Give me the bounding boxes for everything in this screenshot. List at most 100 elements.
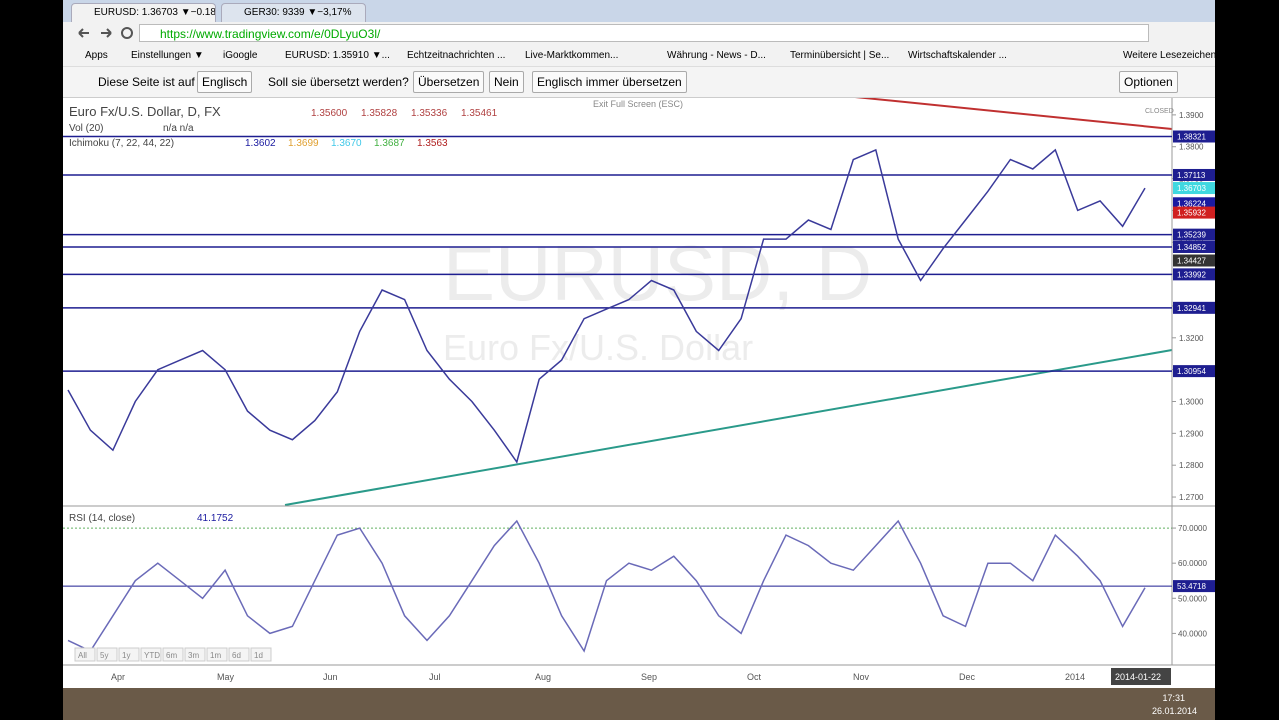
ohlc-value: 1.35336	[411, 108, 448, 119]
bookmark[interactable]: Live-Marktkommen...	[525, 50, 619, 61]
x-tick-label: Aug	[535, 672, 551, 682]
range-button[interactable]	[74, 647, 96, 662]
vol-label: Vol (20)	[69, 123, 103, 134]
ichimoku-value: 1.3563	[417, 138, 448, 149]
trend-line	[284, 349, 1173, 506]
y-tick-label: 1.2700	[1179, 493, 1204, 502]
range-button[interactable]	[162, 647, 184, 662]
translate-bar: Diese Seite ist auf Englisch Soll sie üb…	[63, 67, 1215, 98]
range-button[interactable]	[140, 647, 162, 662]
tab-strip: EURUSD: 1.36703 ▼−0.18% GER30: 9339 ▼−3,…	[63, 0, 1215, 22]
range-label: 6m	[166, 651, 177, 660]
x-tick-label: Sep	[641, 672, 657, 682]
rsi-tag-label: 53.4718	[1177, 582, 1206, 591]
range-label: 1y	[122, 651, 130, 660]
closed-label: CLOSED	[1145, 108, 1174, 115]
level-label: 1.32941	[1177, 304, 1206, 313]
bookmark[interactable]: Echtzeitnachrichten ...	[407, 50, 506, 61]
bookmark[interactable]: EURUSD: 1.35910 ▼...	[285, 50, 390, 61]
vol-values: n/a n/a	[163, 123, 194, 134]
tab[interactable]: EURUSD: 1.36703 ▼−0.18%	[71, 3, 216, 22]
range-label: All	[78, 651, 87, 660]
range-label: 5y	[100, 651, 108, 660]
ohlc-value: 1.35828	[361, 108, 398, 119]
rsi-label: RSI (14, close)	[69, 513, 135, 524]
ichimoku-value: 1.3699	[288, 138, 319, 149]
level-tag	[1173, 365, 1215, 378]
translate-question: Soll sie übersetzt werden?	[268, 75, 409, 89]
ichimoku-label: Ichimoku (7, 22, 44, 22)	[69, 138, 174, 149]
clock-date: 26.01.2014	[1151, 706, 1197, 716]
rsi-value: 41.1752	[197, 513, 234, 524]
options-button[interactable]: Optionen	[1119, 71, 1178, 93]
level-tag	[1173, 240, 1215, 253]
price-tag	[1173, 197, 1215, 210]
watermark: EURUSD, D	[443, 229, 872, 317]
level-label: 1.30954	[1177, 367, 1206, 376]
price-tag-label: 1.34427	[1177, 257, 1206, 266]
x-tick-label: 2014	[1065, 672, 1085, 682]
bookmark[interactable]: Apps	[85, 50, 108, 61]
translate-button[interactable]: Nein	[489, 71, 524, 93]
y-tick-label: 70.0000	[1178, 524, 1207, 533]
x-tick-label: Nov	[853, 672, 870, 682]
level-tag	[1173, 228, 1215, 241]
y-tick-label: 1.3900	[1179, 111, 1204, 120]
x-tick-label: May	[217, 672, 235, 682]
range-button[interactable]	[96, 647, 118, 662]
rsi-line	[67, 519, 1146, 653]
x-tick-label: Apr	[111, 672, 125, 682]
clock-time: 17:31	[1162, 693, 1185, 703]
range-button[interactable]	[118, 647, 140, 662]
range-button[interactable]	[250, 647, 272, 662]
ichimoku-value: 1.3602	[245, 138, 276, 149]
y-tick-label: 60.0000	[1178, 559, 1207, 568]
bookmark[interactable]: iGoogle	[223, 50, 258, 61]
tab[interactable]: GER30: 9339 ▼−3,17%	[221, 3, 366, 22]
level-tag	[1173, 301, 1215, 314]
exit-fullscreen[interactable]: Exit Full Screen (ESC)	[593, 99, 683, 109]
level-label: 1.37113	[1177, 171, 1206, 180]
translate-button[interactable]: Englisch immer übersetzen	[532, 71, 687, 93]
range-label: 1d	[254, 651, 263, 660]
level-label: 1.38321	[1177, 133, 1206, 142]
x-tick-label: Oct	[747, 672, 762, 682]
trend-line	[854, 98, 1173, 130]
x-tick-label: Jun	[323, 672, 338, 682]
price-line	[67, 148, 1146, 464]
bookmark[interactable]: Wirtschaftskalender ...	[908, 50, 1007, 61]
price-tag-label: 1.36703	[1177, 184, 1206, 193]
bookmark[interactable]: Währung - News - D...	[667, 50, 766, 61]
range-label: 1m	[210, 651, 221, 660]
range-button[interactable]	[206, 647, 228, 662]
price-tag-label: 1.36224	[1177, 199, 1206, 208]
trading-chart: EURUSD, D Euro Fx/U.S. Dollar Exit Full …	[63, 98, 1215, 688]
level-label: 1.34852	[1177, 243, 1206, 252]
ohlc-value: 1.35600	[311, 108, 348, 119]
level-tag	[1173, 168, 1215, 181]
y-tick-label: 1.2900	[1179, 429, 1204, 438]
nav-buttons[interactable]	[67, 22, 137, 45]
price-tag	[1173, 206, 1215, 219]
bookmark[interactable]: Terminübersicht | Se...	[790, 50, 890, 61]
cursor-date-box	[1111, 668, 1171, 685]
bookmark[interactable]: Einstellungen ▼	[131, 50, 204, 61]
y-tick-label: 1.3800	[1179, 143, 1204, 152]
translate-button[interactable]: Übersetzen	[413, 71, 485, 93]
y-tick-label: 1.2800	[1179, 461, 1204, 470]
range-button[interactable]	[228, 647, 250, 662]
level-tag	[1173, 268, 1215, 281]
range-button[interactable]	[184, 647, 206, 662]
url-field[interactable]: https://www.tradingview.com/e/0DLyuO3l/	[139, 24, 1149, 42]
range-label: 6d	[232, 651, 241, 660]
y-tick-label: 1.3000	[1179, 397, 1204, 406]
language-select[interactable]: Englisch	[197, 71, 253, 93]
url-text: https://www.tradingview.com/e/0DLyuO3l/	[160, 27, 381, 41]
ichimoku-value: 1.3687	[374, 138, 405, 149]
level-tag	[1173, 130, 1215, 143]
range-label: YTD	[144, 651, 160, 660]
level-label: 1.33992	[1177, 270, 1206, 279]
bookmark[interactable]: Weitere Lesezeichen	[1123, 50, 1217, 61]
translate-text: Diese Seite ist auf	[98, 75, 195, 89]
ohlc-value: 1.35461	[461, 108, 498, 119]
